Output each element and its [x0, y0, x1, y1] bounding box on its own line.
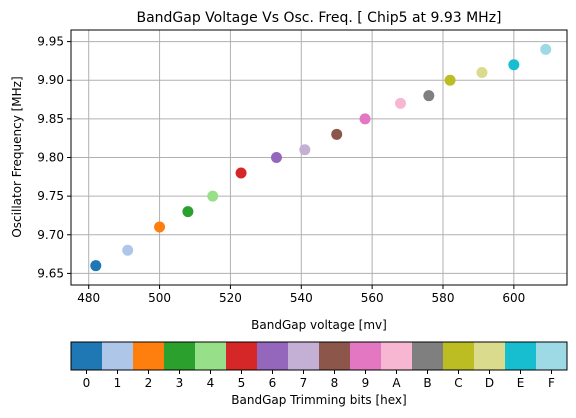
colorbar-ticks: 0 1 2 3 4 5 6 7 8 9 A B C D E F [83, 370, 555, 390]
colorbar-segment [505, 342, 537, 370]
colorbar-segment [195, 342, 227, 370]
colorbar-tick-label: F [548, 376, 555, 390]
colorbar-tick-label: 3 [176, 376, 184, 390]
colorbar-segment [288, 342, 320, 370]
y-tick-label: 9.80 [37, 151, 64, 165]
data-point [394, 97, 406, 109]
colorbar-segment [71, 342, 103, 370]
x-tick-label: 480 [77, 291, 100, 305]
colorbar-tick-label: 6 [269, 376, 277, 390]
y-tick-label: 9.75 [37, 189, 64, 203]
x-axis-label: BandGap voltage [mv] [251, 318, 387, 332]
y-tick-label: 9.70 [37, 228, 64, 242]
data-point [331, 128, 343, 140]
data-point [154, 221, 166, 233]
colorbar-tick-label: 9 [362, 376, 370, 390]
colorbar-label: BandGap Trimming bits [hex] [231, 393, 406, 407]
colorbar-segment [474, 342, 506, 370]
data-point [476, 67, 488, 78]
colorbar-tick-label: 0 [83, 376, 91, 390]
colorbar-segment [536, 342, 568, 370]
colorbar-segment [164, 342, 196, 370]
data-point [235, 167, 247, 179]
data-point [122, 244, 134, 256]
data-point [540, 43, 552, 55]
x-tick-label: 540 [290, 291, 313, 305]
data-point [508, 59, 520, 71]
data-points [90, 43, 552, 272]
colorbar-tick-label: 8 [331, 376, 339, 390]
colorbar-tick-label: D [485, 376, 494, 390]
colorbar-segment [133, 342, 165, 370]
x-tick-label: 500 [148, 291, 171, 305]
colorbar-segment [319, 342, 351, 370]
colorbar-tick-label: 2 [145, 376, 153, 390]
colorbar-tick-label: 5 [238, 376, 246, 390]
colorbar-tick-label: 7 [300, 376, 308, 390]
chart-title: BandGap Voltage Vs Osc. Freq. [ Chip5 at… [136, 10, 501, 26]
x-tick-label: 600 [502, 291, 525, 305]
x-tick-label: 580 [432, 291, 455, 305]
data-point [207, 190, 219, 202]
colorbar-segment [257, 342, 289, 370]
colorbar-tick-label: A [392, 376, 401, 390]
colorbar-segment [412, 342, 444, 370]
gridlines [71, 30, 567, 285]
colorbar-frame [70, 341, 568, 371]
y-axis-label: Oscillator Frequency [MHz] [10, 76, 24, 237]
data-point [299, 144, 311, 156]
colorbar-tick-label: B [423, 376, 431, 390]
colorbar-tick-label: C [454, 376, 462, 390]
y-tick-label: 9.85 [37, 112, 64, 126]
colorbar-segment [102, 342, 134, 370]
data-point [90, 260, 102, 272]
colorbar-segment [350, 342, 382, 370]
colorbar-tick-label: E [517, 376, 525, 390]
x-tick-label: 520 [219, 291, 242, 305]
x-axis-ticks: 480 500 520 540 560 580 600 [77, 285, 525, 305]
colorbar-segment [226, 342, 258, 370]
data-point [444, 74, 456, 86]
data-point [359, 113, 371, 125]
colorbar-tick-label: 1 [114, 376, 122, 390]
colorbar-segment [381, 342, 413, 370]
data-point [182, 206, 194, 218]
colorbar-segment [443, 342, 475, 370]
y-tick-label: 9.95 [37, 35, 64, 49]
data-point [270, 152, 282, 163]
data-point [423, 90, 435, 102]
x-tick-label: 560 [361, 291, 384, 305]
y-tick-label: 9.65 [37, 266, 64, 280]
colorbar [71, 342, 568, 370]
y-axis-ticks: 9.65 9.70 9.75 9.80 9.85 9.90 9.95 [37, 35, 71, 280]
y-tick-label: 9.90 [37, 73, 64, 87]
colorbar-tick-label: 4 [207, 376, 215, 390]
